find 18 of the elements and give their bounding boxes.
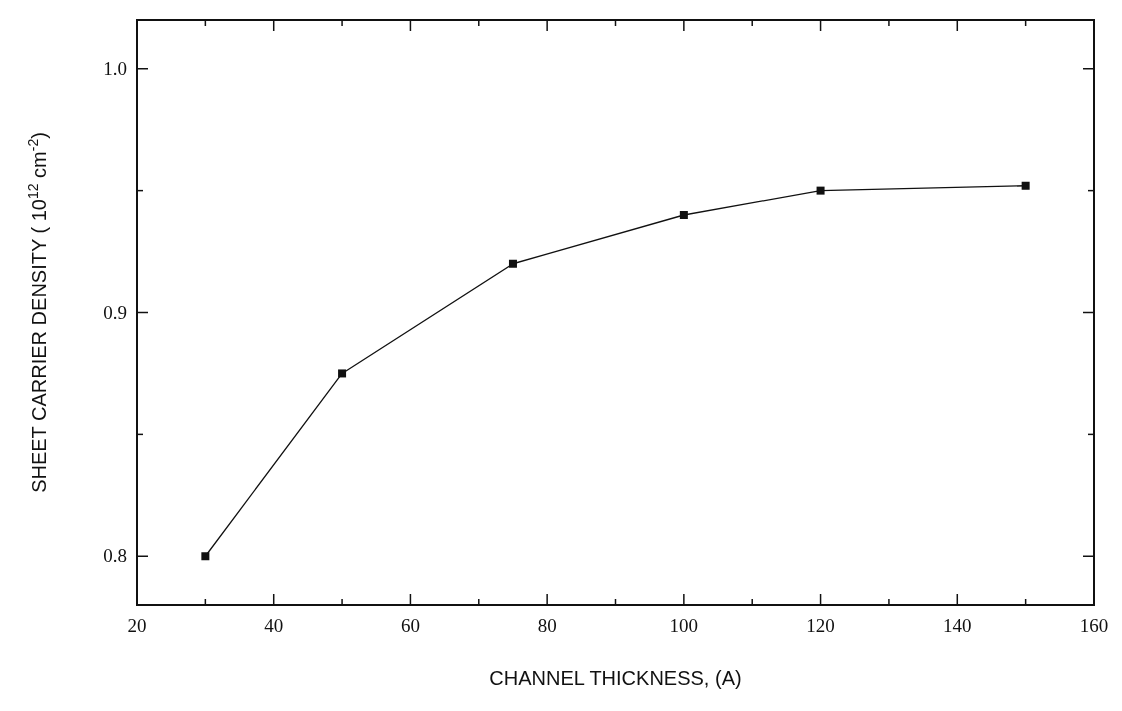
point	[338, 369, 347, 378]
point	[508, 259, 517, 268]
y-tick-label: 0.8	[103, 545, 127, 567]
x-tick-label: 140	[943, 615, 972, 636]
x-axis-title: CHANNEL THICKNESS, (A)	[489, 667, 742, 689]
point	[816, 186, 825, 195]
x-tick-label: 40	[264, 615, 284, 636]
x-tick-label: 160	[1079, 615, 1109, 636]
x-tick-label: 120	[806, 615, 835, 636]
x-tick-label: 60	[400, 615, 420, 636]
point	[679, 211, 688, 219]
x-tick-label: 100	[669, 615, 699, 636]
x-tick-label: 20	[127, 615, 147, 636]
point	[201, 552, 210, 561]
y-tick-label: 0.9	[103, 301, 127, 323]
y-tick-label: 1.0	[103, 57, 127, 79]
point	[1021, 181, 1030, 190]
x-tick-label: 80	[537, 615, 557, 636]
